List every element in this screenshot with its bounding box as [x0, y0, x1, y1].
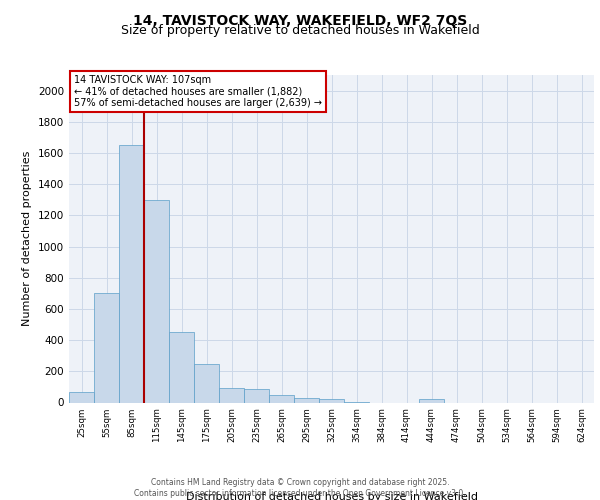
Bar [319, 398, 344, 402]
Bar [194, 364, 219, 403]
Bar [219, 388, 244, 402]
Bar [169, 332, 194, 402]
Y-axis label: Number of detached properties: Number of detached properties [22, 151, 32, 326]
Text: 14, TAVISTOCK WAY, WAKEFIELD, WF2 7QS: 14, TAVISTOCK WAY, WAKEFIELD, WF2 7QS [133, 14, 467, 28]
Bar [69, 392, 94, 402]
Text: 14 TAVISTOCK WAY: 107sqm
← 41% of detached houses are smaller (1,882)
57% of sem: 14 TAVISTOCK WAY: 107sqm ← 41% of detach… [74, 75, 322, 108]
Bar [294, 398, 319, 402]
Bar [244, 389, 269, 402]
Text: Size of property relative to detached houses in Wakefield: Size of property relative to detached ho… [121, 24, 479, 37]
Bar [119, 145, 144, 403]
Text: Contains HM Land Registry data © Crown copyright and database right 2025.
Contai: Contains HM Land Registry data © Crown c… [134, 478, 466, 498]
Bar [94, 294, 119, 403]
X-axis label: Distribution of detached houses by size in Wakefield: Distribution of detached houses by size … [185, 492, 478, 500]
Bar [269, 394, 294, 402]
Bar [419, 400, 444, 402]
Bar [144, 200, 169, 402]
